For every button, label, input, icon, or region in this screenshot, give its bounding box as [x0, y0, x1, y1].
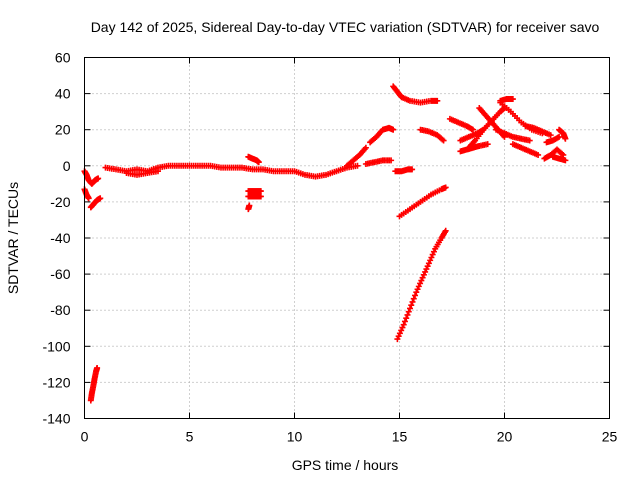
data-point [556, 133, 563, 140]
data-point [409, 298, 416, 305]
x-axis-label: GPS time / hours [292, 457, 399, 473]
x-tick-label: 20 [497, 429, 513, 445]
y-tick-label: -140 [42, 411, 70, 427]
data-point [442, 227, 449, 234]
series-arc-early-3 [87, 195, 104, 211]
grid-lines [84, 57, 610, 419]
y-tick-label: 20 [55, 122, 71, 138]
series-arc-22h-d [549, 153, 569, 164]
data-point [95, 175, 102, 182]
data-point [155, 168, 161, 175]
series-arc-20h-b [493, 126, 533, 144]
data-point [354, 162, 361, 169]
plot-frame [84, 57, 610, 419]
data-point [470, 126, 476, 133]
y-tick-label: -20 [50, 194, 70, 210]
data-point [412, 292, 419, 299]
data-point [440, 137, 447, 144]
series-arc-21h-b [522, 123, 554, 139]
y-tick-label: -60 [50, 266, 70, 282]
data-point [509, 96, 516, 103]
series-arc-morning [245, 153, 262, 166]
chart-title: Day 142 of 2025, Sidereal Day-to-day VTE… [91, 19, 600, 35]
x-tick-label: 15 [392, 429, 408, 445]
series-arc-early-2 [81, 186, 92, 202]
y-tick-labels: -140 -120 -100 -80 -60 -40 -20 0 20 40 60 [42, 50, 70, 427]
data-point [94, 364, 101, 371]
data-point [442, 184, 449, 191]
data-point [362, 144, 369, 151]
x-tick-label: 25 [602, 429, 618, 445]
series-arc-15h-rise [396, 184, 449, 220]
series-arc-deep [87, 364, 101, 404]
series-arc-midday-rise [344, 144, 369, 169]
data-point [388, 157, 395, 164]
y-tick-label: -80 [50, 302, 70, 318]
series-arc-16h [417, 126, 447, 144]
series-arc-15h-steep [394, 227, 449, 343]
series-arc-main [102, 162, 361, 180]
data-point [562, 135, 569, 142]
series-arc-8h-b [245, 193, 264, 200]
series-arc-14h [367, 124, 397, 146]
y-tick-label: -120 [42, 374, 70, 390]
data-point [562, 157, 569, 164]
data-point [257, 193, 264, 200]
series-arc-13h [362, 157, 395, 167]
data-point [409, 166, 416, 173]
data-point [400, 321, 407, 328]
data-point [255, 159, 262, 166]
data-point [403, 315, 410, 322]
data-point [390, 126, 397, 133]
data-point [404, 311, 411, 318]
data-point [401, 318, 408, 325]
data-point [484, 141, 491, 148]
data-point [97, 195, 104, 202]
x-tick-labels: 0 5 10 15 20 25 [81, 429, 618, 445]
x-tick-label: 0 [81, 429, 89, 445]
series-arc-21h [509, 141, 542, 158]
series-arc-15h-low [392, 166, 416, 175]
axis-ticks [84, 57, 610, 419]
series-arc-8h-c [245, 202, 253, 213]
data-point [257, 188, 264, 195]
y-axis-label: SDTVAR / TECUs [5, 182, 21, 294]
x-tick-label: 10 [287, 429, 303, 445]
data-point [535, 151, 542, 158]
y-tick-label: -40 [50, 230, 70, 246]
series-arc-8h-a [245, 188, 264, 195]
y-tick-label: 40 [55, 86, 71, 102]
series-arc-15h-top [390, 83, 441, 106]
data-point [405, 308, 412, 315]
data-point [410, 295, 417, 302]
series-arc-main-2 [123, 168, 161, 178]
x-tick-label: 5 [186, 429, 194, 445]
y-tick-label: 60 [55, 50, 71, 66]
data-point [246, 202, 253, 209]
y-tick-label: 0 [63, 158, 71, 174]
data-point [434, 97, 441, 104]
data-point [526, 137, 533, 144]
data-point [407, 305, 413, 312]
data-points [81, 83, 569, 404]
data-point [85, 195, 92, 202]
series-arc-22h-b [543, 133, 563, 146]
data-point [547, 132, 554, 139]
series-arc-22h-c [556, 126, 569, 142]
series-arc-17h [446, 115, 476, 133]
y-tick-label: -100 [42, 338, 70, 354]
data-point [408, 302, 415, 309]
